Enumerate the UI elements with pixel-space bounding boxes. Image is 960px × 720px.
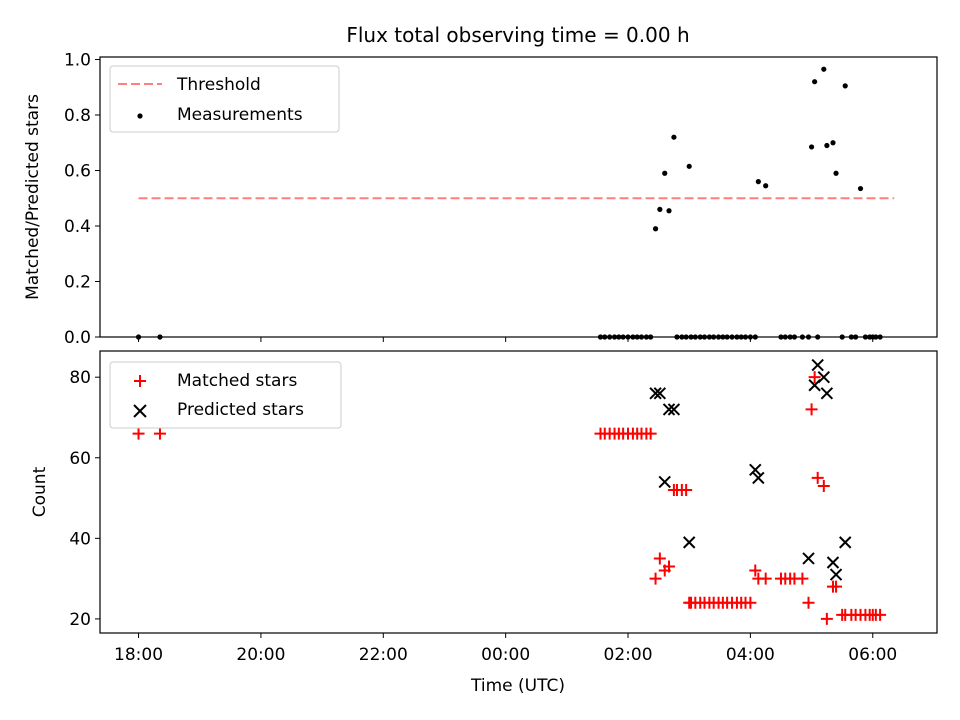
- top-y-tick-label: 0.6: [64, 162, 91, 182]
- bottom-x-axis-label: Time (UTC): [470, 676, 565, 696]
- matched-star-marker: [805, 403, 818, 416]
- matched-star-marker: [649, 572, 662, 585]
- matched-star-marker: [808, 371, 821, 384]
- bottom-legend-frame: [109, 361, 342, 429]
- top-y-tick-label: 0.8: [64, 106, 91, 126]
- matched-star-marker: [817, 479, 830, 492]
- legend-predicted-swatch: [133, 404, 147, 418]
- predicted-star-marker: [802, 552, 815, 565]
- predicted-star-marker: [662, 403, 676, 416]
- top-chart-panel: 0.0 0.2 0.4 0.6 0.8 1.0 Matched/Predicted sta…: [23, 51, 938, 348]
- predicted-star-marker: [817, 370, 831, 384]
- predicted-star-marker: [826, 556, 840, 569]
- matched-star-marker: [796, 572, 809, 585]
- matched-star-marker: [653, 552, 666, 565]
- bottom-y-tick-label: 40: [69, 529, 91, 549]
- measurement-point: [833, 170, 839, 176]
- measurement-point: [666, 208, 672, 214]
- measurement-point: [652, 226, 659, 232]
- bottom-y-axis-label: Count: [30, 466, 50, 517]
- matched-star-marker: [802, 596, 815, 609]
- top-y-axis: 0.0 0.2 0.4 0.6 0.8 1.0: [64, 51, 100, 348]
- bottom-y-tick-label: 80: [69, 368, 91, 388]
- top-y-tick-label: 1.0: [64, 51, 91, 71]
- matched-star-marker: [153, 427, 166, 440]
- legend-predicted-label: Predicted stars: [177, 400, 304, 420]
- matched-star-marker: [744, 596, 757, 609]
- predicted-stars-series: [649, 358, 852, 581]
- matched-star-marker: [759, 572, 772, 585]
- measurement-point: [830, 140, 836, 146]
- predicted-star-marker: [811, 358, 824, 372]
- bottom-x-tick-label: 04:00: [726, 645, 775, 665]
- legend-matched-swatch: [134, 375, 146, 387]
- bottom-x-tick-label: 20:00: [236, 645, 285, 665]
- bottom-x-tick-label: 02:00: [604, 645, 653, 665]
- matched-star-marker: [132, 427, 145, 440]
- measurement-point: [755, 179, 761, 185]
- top-y-axis-label: Matched/Predicted stars: [23, 94, 43, 300]
- predicted-star-marker: [682, 536, 696, 549]
- measurement-point: [821, 66, 827, 72]
- predicted-star-marker: [829, 568, 843, 581]
- legend-measurements-swatch: [137, 113, 143, 119]
- measurement-point: [671, 134, 677, 140]
- predicted-star-marker: [820, 387, 834, 400]
- measurement-point: [657, 206, 663, 212]
- measurement-point: [812, 79, 818, 85]
- matched-star-marker: [820, 612, 833, 625]
- bottom-y-tick-label: 20: [69, 610, 91, 630]
- bottom-y-tick-label: 60: [69, 449, 91, 469]
- measurement-point: [686, 163, 692, 169]
- measurement-point: [662, 170, 668, 176]
- top-plot-frame: [99, 56, 938, 338]
- top-y-tick-label: 0.0: [64, 328, 91, 348]
- top-x-axis-ticks: [138, 337, 874, 342]
- bottom-x-tick-label: 18:00: [114, 645, 163, 665]
- top-y-tick-label: 0.2: [64, 273, 91, 293]
- bottom-legend: Matched stars Predicted stars: [109, 361, 342, 429]
- measurement-point: [808, 144, 815, 150]
- bottom-x-axis: 18:00 20:00 22:00 00:00 02:00 04:00 06:00: [114, 633, 897, 665]
- matched-star-marker: [830, 580, 843, 593]
- measurement-point: [763, 183, 769, 189]
- predicted-star-marker: [649, 387, 662, 400]
- top-chart-title: Flux total observing time = 0.00 h: [346, 23, 689, 47]
- predicted-star-marker: [653, 387, 667, 400]
- top-y-tick-label: 0.4: [64, 217, 91, 237]
- matched-star-marker: [644, 427, 657, 440]
- measurement-point: [824, 142, 830, 149]
- bottom-x-tick-label: 22:00: [359, 645, 408, 665]
- top-legend: Threshold Measurements: [109, 65, 340, 133]
- bottom-plot-frame: [99, 350, 938, 634]
- bottom-chart-panel: 20 40 60 80 18:00 20:00 22:00 00:00 02:00 04:00 0…: [30, 350, 938, 696]
- bottom-x-tick-label: 06:00: [848, 645, 897, 665]
- top-legend-frame: [109, 65, 340, 133]
- legend-matched-label: Matched stars: [177, 371, 297, 391]
- legend-threshold-label: Threshold: [176, 75, 261, 95]
- predicted-star-marker: [839, 536, 852, 549]
- matched-star-marker: [663, 560, 676, 573]
- measurement-point: [842, 83, 848, 89]
- matched-star-marker: [874, 608, 887, 621]
- predicted-star-marker: [752, 471, 765, 485]
- bottom-x-tick-label: 00:00: [481, 645, 530, 665]
- matched-star-marker: [811, 471, 824, 484]
- measurement-point: [857, 185, 864, 192]
- matched-star-marker: [749, 564, 762, 577]
- matched-stars-series: [132, 371, 887, 625]
- matched-star-marker: [680, 483, 693, 496]
- bottom-y-axis: 20 40 60 80: [69, 368, 100, 630]
- predicted-star-marker: [749, 463, 762, 477]
- predicted-star-marker: [658, 475, 671, 489]
- predicted-star-marker: [667, 403, 681, 416]
- legend-measurements-label: Measurements: [177, 105, 303, 125]
